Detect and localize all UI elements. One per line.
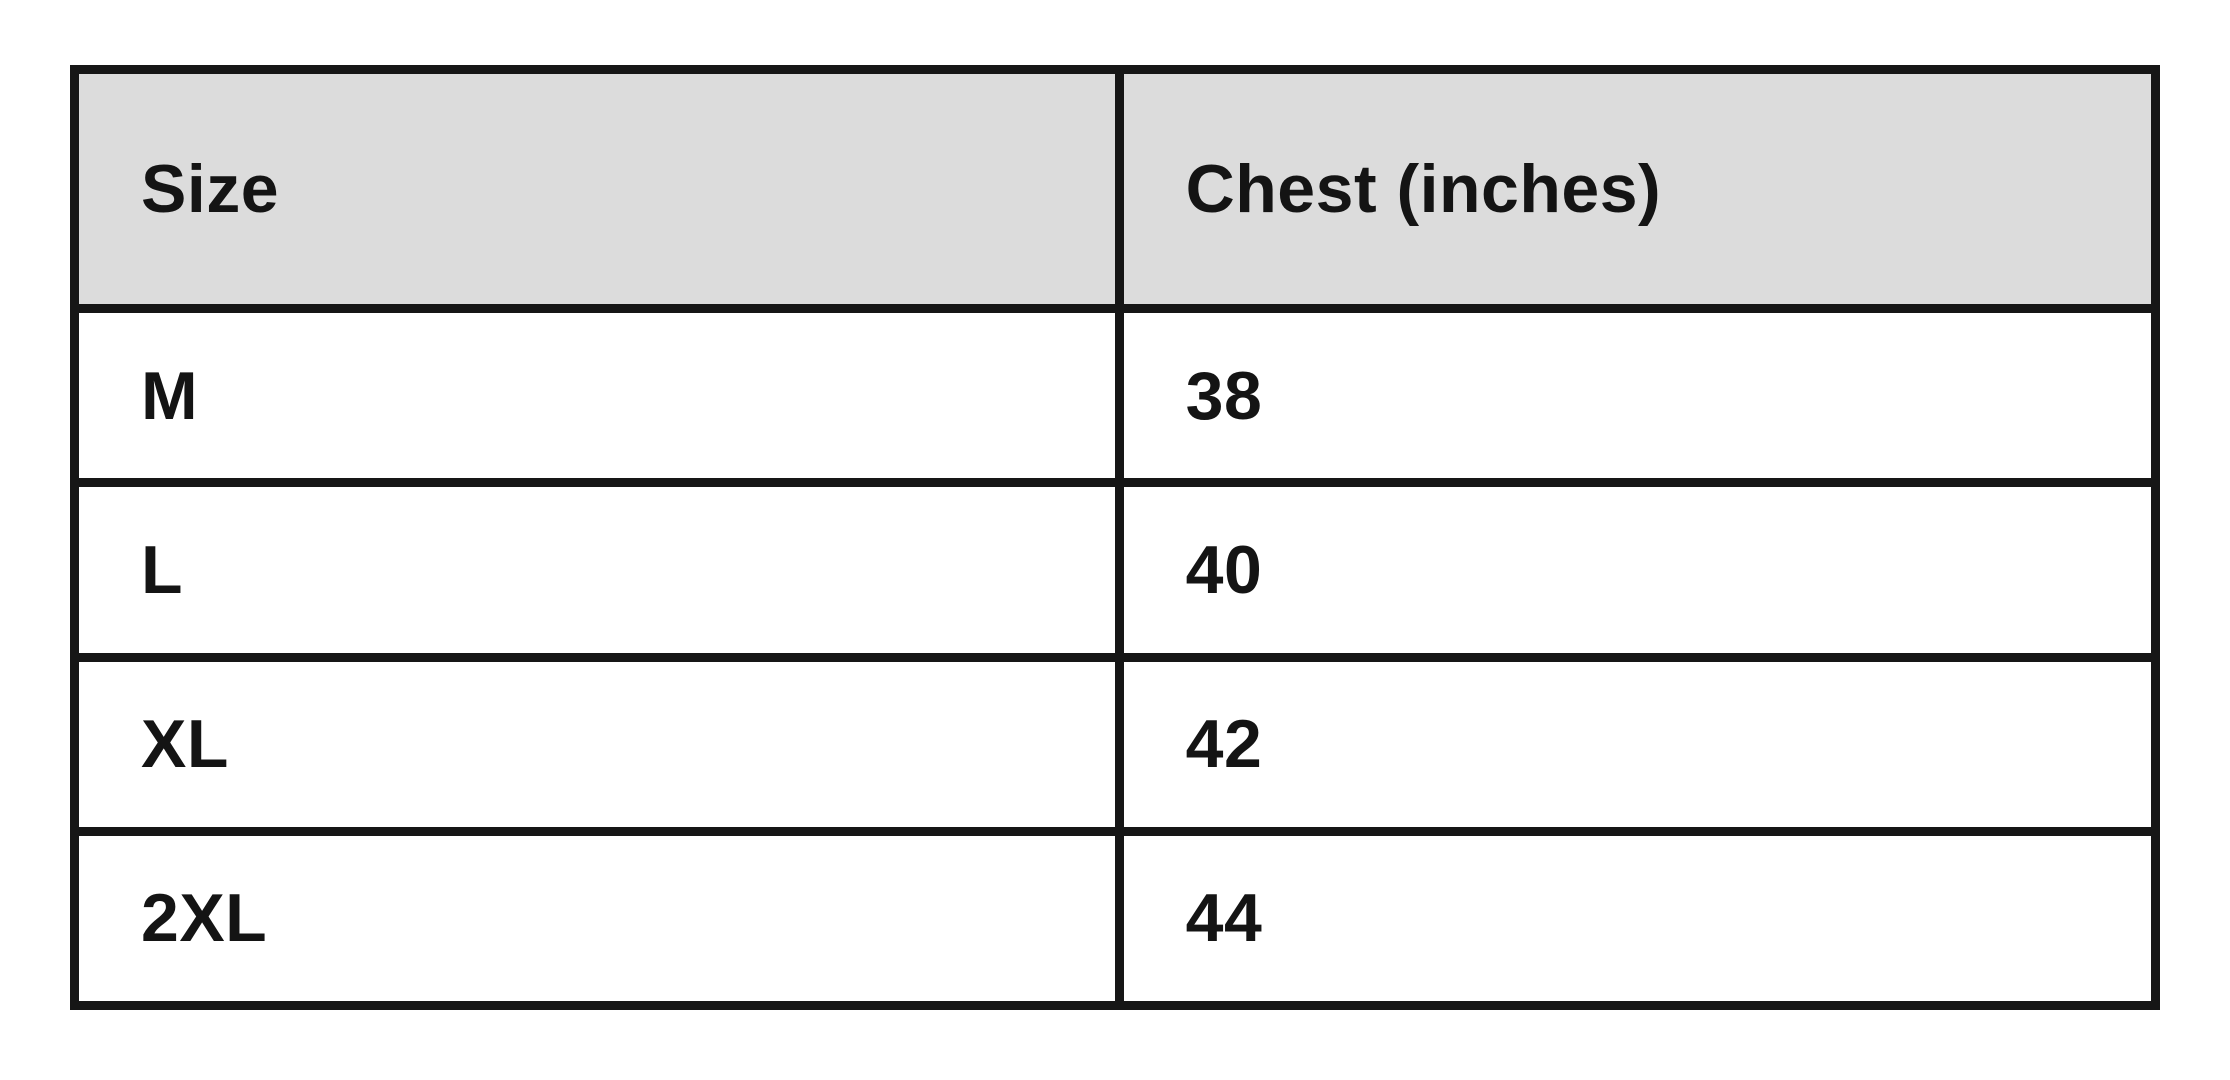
table-row: L 40 — [70, 478, 2161, 662]
chest-cell: 40 — [1114, 478, 2161, 662]
chest-cell: 38 — [1114, 303, 2161, 488]
table-header-row: Size Chest (inches) — [70, 65, 2161, 313]
size-cell: L — [70, 478, 1124, 662]
size-chart-table: Size Chest (inches) M 38 L 40 XL 42 2XL … — [70, 65, 2161, 1011]
table-row: M 38 — [70, 303, 2161, 488]
chest-cell: 44 — [1114, 826, 2161, 1011]
table-row: XL 42 — [70, 652, 2161, 836]
size-cell: XL — [70, 652, 1124, 836]
header-cell-chest: Chest (inches) — [1114, 65, 2161, 313]
header-cell-size: Size — [70, 65, 1124, 313]
chest-cell: 42 — [1114, 652, 2161, 836]
size-cell: M — [70, 303, 1124, 488]
table-row: 2XL 44 — [70, 826, 2161, 1011]
size-cell: 2XL — [70, 826, 1124, 1011]
